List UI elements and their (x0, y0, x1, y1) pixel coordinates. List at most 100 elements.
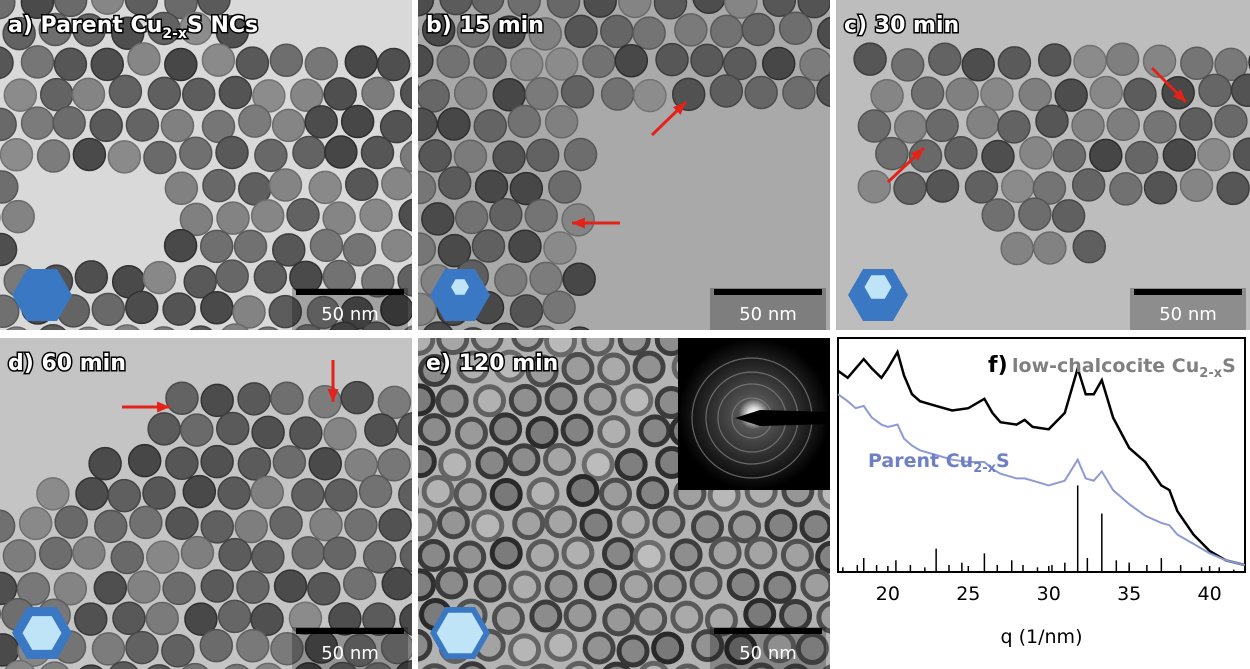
nanocrystal (489, 536, 523, 570)
nanocrystal (723, 46, 757, 81)
nanocrystal (1035, 104, 1069, 138)
nanocrystal (224, 663, 249, 669)
nanocrystal (250, 199, 285, 233)
nanocrystal (54, 505, 88, 539)
nanocrystal (816, 74, 830, 108)
nanocrystal (252, 79, 286, 113)
nanocrystal (507, 0, 541, 18)
nanocrystal (254, 138, 288, 173)
nanocrystal (507, 104, 542, 139)
nanocrystal (910, 76, 945, 110)
nanocrystal (727, 510, 761, 544)
nanocrystal (473, 45, 507, 80)
nanocrystal (726, 568, 760, 602)
nanocrystal (437, 166, 472, 200)
nanocrystal (493, 349, 527, 383)
nanocrystal (291, 536, 325, 570)
nanocrystal (142, 260, 177, 295)
nanocrystal (179, 202, 214, 237)
nanocrystal (217, 599, 252, 634)
nanocrystal (199, 628, 234, 663)
nanocrystal (1071, 168, 1106, 202)
nanocrystal (418, 538, 451, 572)
nanocrystal (494, 263, 528, 297)
nanocrystal (1105, 42, 1140, 76)
nanocrystal (653, 569, 687, 603)
nanocrystal (870, 79, 904, 113)
nanocrystal (1109, 172, 1143, 206)
nanocrystal (1143, 110, 1177, 144)
nanocrystal (379, 109, 412, 144)
nanocrystal (0, 294, 20, 329)
nanocrystal (397, 263, 412, 297)
nanocrystal (20, 45, 55, 79)
nanocrystal (944, 135, 978, 170)
nanocrystal (669, 538, 703, 572)
nanocrystal (421, 474, 455, 508)
panel-label-text: a) Parent Cu (8, 13, 162, 38)
nanocrystal (778, 11, 813, 46)
nanocrystal (748, 662, 775, 669)
nanocrystal (981, 198, 1015, 232)
nanocrystal (583, 382, 617, 416)
nanocrystal (1162, 138, 1197, 172)
nanocrystal (399, 76, 412, 109)
nanocrystal (124, 0, 159, 16)
nanocrystal (146, 540, 180, 574)
nanocrystal (492, 15, 526, 49)
nanocrystal (475, 446, 509, 480)
nanocrystal (981, 139, 1015, 174)
nanocrystal (182, 474, 217, 509)
nanocrystal (40, 661, 69, 669)
nanocrystal (418, 508, 438, 542)
nanocrystal (980, 77, 1014, 111)
nanocrystal (436, 44, 470, 79)
nanocrystal (418, 107, 438, 141)
nanocrystal (561, 536, 595, 570)
nanocrystal (1073, 44, 1107, 79)
nanocrystal (565, 660, 594, 669)
nanocrystal (53, 572, 88, 606)
nanocrystal (418, 44, 434, 78)
nanocrystal (1051, 199, 1086, 233)
nanocrystal (1123, 77, 1157, 112)
nanocrystal (582, 44, 616, 79)
nanocrystal (235, 46, 270, 80)
nanocrystal (396, 660, 412, 669)
panel-label-text: d) 60 min (8, 351, 126, 376)
nanocrystal (507, 443, 541, 477)
nanocrystal (164, 47, 198, 82)
nanocrystal (91, 632, 126, 666)
nanocrystal (0, 509, 16, 543)
nanocrystal (215, 15, 250, 49)
nanocrystal (340, 380, 374, 415)
nanocrystal (709, 74, 744, 108)
nanocrystal (295, 662, 323, 669)
nanocrystal (197, 0, 231, 17)
nanocrystal (544, 569, 578, 603)
nanocrystal (215, 411, 250, 446)
nanocrystal (180, 413, 214, 447)
nanocrystal (200, 444, 234, 479)
tem-image (418, 0, 830, 330)
nanocrystal (289, 416, 323, 450)
nanocrystal (361, 321, 391, 330)
panel-label: f) (988, 353, 1008, 378)
nanocrystal (307, 571, 341, 606)
hexagon-highlight (864, 275, 892, 299)
nanocrystal (543, 231, 577, 265)
nanocrystal (800, 568, 830, 602)
nanocrystal (165, 446, 199, 480)
nanocrystal (1106, 107, 1140, 142)
nanocrystal (508, 383, 542, 417)
nanocrystal (4, 659, 35, 669)
nanocrystal (1037, 43, 1072, 77)
red-arrowhead (572, 217, 585, 229)
nanocrystal (344, 448, 378, 482)
nanocrystal (525, 415, 559, 449)
nanocrystal (602, 603, 636, 637)
nanocrystal (512, 507, 546, 541)
nanocrystal (1018, 77, 1052, 112)
nanocrystal (129, 505, 163, 540)
nanocrystal (234, 509, 269, 544)
